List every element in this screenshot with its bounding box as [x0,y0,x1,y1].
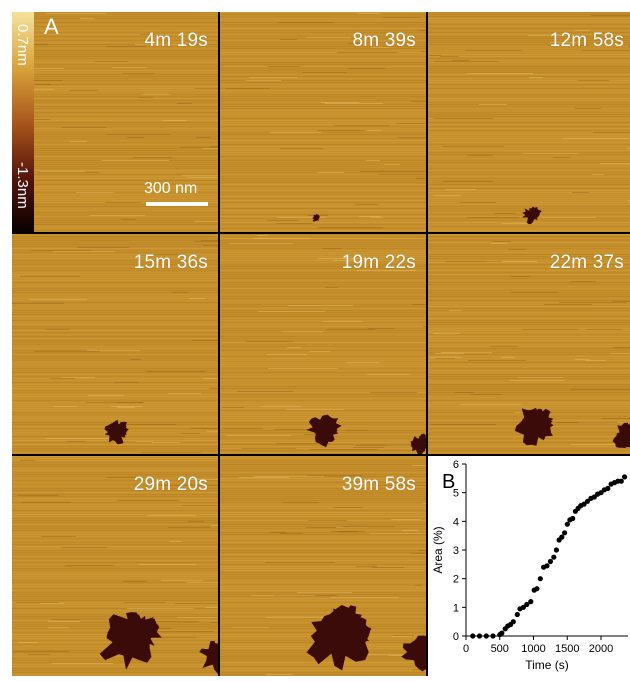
x-tick-label: 0 [463,643,469,655]
data-point [515,612,520,617]
x-tick-label: 1000 [521,643,545,655]
frame-time-label: 39m 58s [342,474,416,496]
frame-time-label: 12m 58s [550,30,624,52]
x-tick-label: 2000 [589,643,613,655]
x-axis-label: Time (s) [525,658,569,672]
x-tick-label: 500 [491,643,509,655]
colorbar-top-label: 0.7nm [14,24,31,66]
scalebar [146,202,208,206]
frame-time-label: 4m 19s [144,30,208,52]
frame-time-label: 8m 39s [352,30,416,52]
y-tick-label: 6 [453,459,459,471]
data-point [538,576,543,581]
data-point [622,474,627,479]
afm-frame: 29m 20s [12,456,218,676]
data-point [605,486,610,491]
afm-frame: 8m 39s [220,12,426,232]
afm-frame: 15m 36s [12,234,218,454]
data-point [548,559,553,564]
afm-frame: 39m 58s [220,456,426,676]
data-point [534,586,539,591]
afm-frame: 22m 37s [428,234,630,454]
data-point [559,535,564,540]
y-tick-label: 3 [453,545,459,557]
data-point [551,555,556,560]
y-tick-label: 1 [453,602,459,614]
grid-divider [218,12,220,676]
y-tick-label: 0 [453,631,459,643]
panel-a-letter: A [44,14,59,40]
data-point [562,530,567,535]
frame-time-label: 22m 37s [550,252,624,274]
afm-frame: 4m 19s [12,12,218,232]
frame-time-label: 15m 36s [134,252,208,274]
data-point [528,599,533,604]
afm-frame: 19m 22s [220,234,426,454]
data-point [470,633,475,638]
colorbar-bottom-label: -1.3nm [14,162,31,209]
scalebar-label: 300 nm [144,180,197,198]
panel-b-letter: B [442,471,455,493]
x-tick-label: 1500 [555,643,579,655]
data-point [484,633,489,638]
data-point [544,563,549,568]
grid-divider [12,232,630,234]
data-point [619,479,624,484]
frame-time-label: 29m 20s [134,474,208,496]
data-point [490,633,495,638]
data-point [477,633,482,638]
y-axis-label: Area (%) [431,526,445,573]
afm-frame: 12m 58s [428,12,630,232]
data-point [499,631,504,636]
y-tick-label: 4 [453,516,459,528]
frame-time-label: 19m 22s [342,252,416,274]
data-point [511,619,516,624]
data-point [554,547,559,552]
data-point [570,516,575,521]
y-tick-label: 2 [453,574,459,586]
